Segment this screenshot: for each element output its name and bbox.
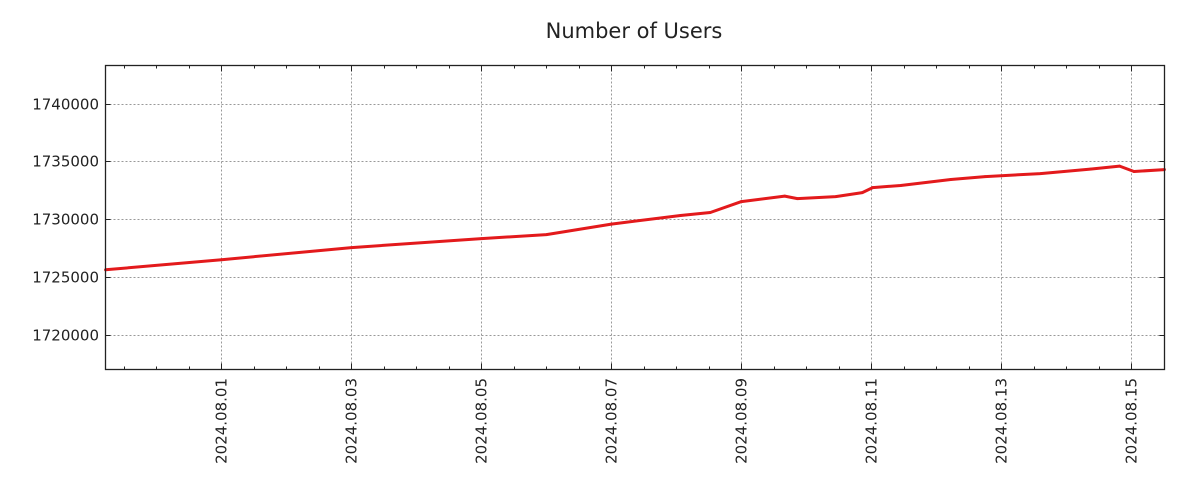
y-tick-label: 1735000 — [32, 153, 99, 171]
data-point — [949, 178, 953, 181]
data-point — [860, 191, 864, 194]
data-point — [610, 222, 613, 226]
x-tick-label: 2024.08.01 — [213, 378, 231, 464]
series-line — [105, 164, 1165, 272]
data-point — [1118, 164, 1121, 168]
grid — [105, 65, 1165, 370]
data-point — [783, 194, 787, 198]
x-tick-label: 2024.08.05 — [473, 378, 491, 464]
plot-frame — [104, 64, 1166, 371]
data-point — [1088, 167, 1092, 171]
data-point — [480, 237, 483, 241]
data-point — [220, 258, 223, 262]
y-tick-label: 1730000 — [32, 211, 99, 229]
x-tick-label: 2024.08.07 — [603, 378, 621, 464]
tick-labels: 1720000 1725000 1730000 1735000 1740000 2024.… — [32, 96, 1140, 464]
data-point — [983, 175, 987, 179]
series-layer — [104, 164, 1166, 272]
data-point — [708, 211, 712, 214]
ticks — [105, 65, 1165, 370]
x-tick-label: 2024.08.15 — [1123, 378, 1141, 464]
data-point — [545, 233, 548, 236]
data-point — [739, 200, 743, 203]
data-point — [679, 214, 682, 217]
data-point — [834, 195, 838, 198]
data-point — [899, 184, 903, 187]
data-point — [1132, 170, 1136, 173]
data-point — [350, 246, 353, 250]
x-tick-label: 2024.08.03 — [343, 378, 361, 464]
y-tick-label: 1740000 — [32, 96, 99, 114]
x-tick-label: 2024.08.11 — [863, 378, 881, 464]
chart-title: Number of Users — [546, 19, 723, 43]
y-tick-label: 1720000 — [32, 327, 99, 345]
data-point — [1038, 172, 1042, 176]
data-point — [871, 186, 875, 189]
y-tick-label: 1725000 — [32, 269, 99, 287]
x-tick-label: 2024.08.09 — [733, 378, 751, 464]
data-point — [795, 197, 799, 200]
x-tick-label: 2024.08.13 — [993, 378, 1011, 464]
